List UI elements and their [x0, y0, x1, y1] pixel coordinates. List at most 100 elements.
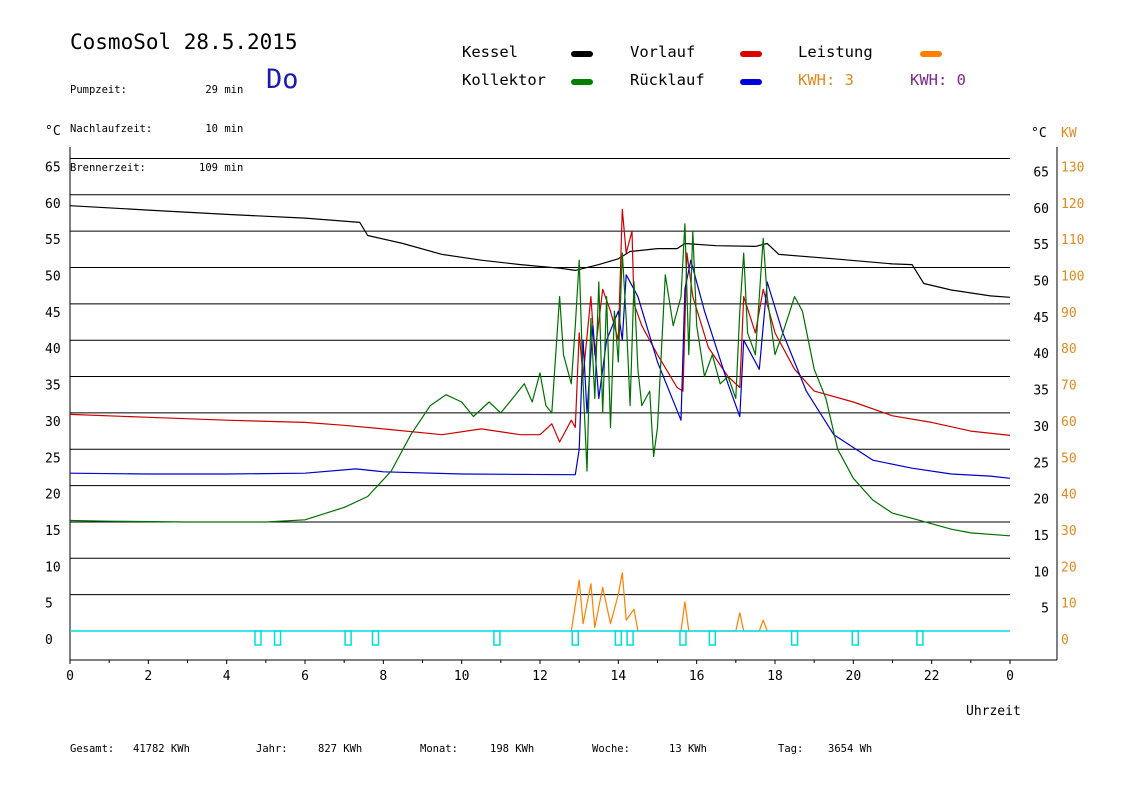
x-axis-label: Uhrzeit	[966, 704, 1021, 719]
afterrun-time-label: Nachlaufzeit:	[70, 123, 153, 135]
x-tick-label: 20	[846, 669, 862, 684]
legend-kollektor-swatch	[571, 79, 593, 85]
y-tick-label-left: 20	[45, 488, 61, 503]
y-tick-label-left: 5	[45, 597, 53, 612]
burner-marker	[273, 630, 282, 646]
pump-time-label: Pumpzeit:	[70, 84, 127, 96]
legend-leistung-swatch	[920, 51, 942, 57]
footer-year-label: Jahr:	[256, 743, 288, 755]
legend-kwh-burner: KWH: 0	[910, 71, 966, 89]
footer-week-label: Woche:	[592, 743, 630, 755]
burner-time-value: 109	[199, 162, 218, 174]
footer-week-value: 13 KWh	[669, 743, 707, 755]
y-tick-label-left: 65	[45, 160, 61, 175]
footer-day-label: Tag:	[778, 743, 804, 755]
pump-time-row: Pumpzeit: 29 min	[70, 84, 243, 97]
y-tick-label-right-power: 0	[1061, 633, 1069, 648]
afterrun-time-value: 10	[205, 123, 218, 135]
y-tick-label-left: 15	[45, 524, 61, 539]
y-tick-label-right-temp: 55	[1033, 238, 1049, 253]
legend-kwh-solar: KWH: 3	[798, 71, 854, 89]
burner-time-row: Brennerzeit: 109 min	[70, 162, 243, 175]
series-line-kollektor	[69, 223, 1011, 537]
legend-vorlauf-label: Vorlauf	[630, 43, 696, 61]
legend-leistung-label: Leistung	[798, 43, 873, 61]
y-tick-label-right-temp: 10	[1033, 565, 1049, 580]
series-line-rcklauf	[69, 259, 1011, 479]
burner-marker	[626, 630, 634, 646]
y-tick-label-right-power: 80	[1061, 342, 1077, 357]
y-tick-label-right-temp: 5	[1041, 602, 1049, 617]
y-tick-label-left: 40	[45, 342, 61, 357]
burner-marker	[371, 630, 380, 646]
pump-time-value: 29	[205, 84, 218, 96]
series-line-kessel	[69, 205, 1011, 298]
afterrun-time-unit: min	[224, 123, 244, 135]
burner-marker	[344, 630, 352, 646]
y-tick-label-right-power: 70	[1061, 379, 1077, 394]
y-tick-label-right-power: 120	[1061, 197, 1084, 212]
legend-kessel-swatch	[571, 51, 593, 57]
y-tick-label-left: 25	[45, 451, 61, 466]
afterrun-time-row: Nachlaufzeit: 10 min	[70, 123, 243, 136]
y-tick-label-right-power: 50	[1061, 451, 1077, 466]
footer-month-value: 198 KWh	[490, 743, 535, 755]
legend-ruecklauf-label: Rücklauf	[630, 71, 705, 89]
y-tick-label-right-temp: 40	[1033, 347, 1049, 362]
y-tick-label-right-power: 100	[1061, 270, 1084, 285]
footer-month-label: Monat:	[420, 743, 458, 755]
y-tick-label-left: 35	[45, 379, 61, 394]
y-tick-label-right-temp: 35	[1033, 384, 1049, 399]
runtime-info: Pumpzeit: 29 min Nachlaufzeit: 10 min Bren…	[70, 58, 243, 188]
y-tick-label-right-temp: 45	[1033, 311, 1049, 326]
y-tick-label-right-power: 40	[1061, 488, 1077, 503]
y-tick-label-right-temp: 20	[1033, 493, 1049, 508]
y-axis-unit-left: °C	[45, 124, 61, 139]
burner-marker	[571, 630, 579, 646]
y-tick-label-right-power: 130	[1061, 160, 1084, 175]
x-tick-label: 4	[223, 669, 231, 684]
x-tick-label: 18	[767, 669, 783, 684]
x-tick-label: 6	[301, 669, 309, 684]
y-tick-label-right-power: 10	[1061, 597, 1077, 612]
x-tick-label: 2	[144, 669, 152, 684]
y-tick-label-left: 0	[45, 633, 53, 648]
burner-marker	[614, 630, 623, 646]
y-tick-label-right-power: 90	[1061, 306, 1077, 321]
y-tick-label-right-temp: 25	[1033, 456, 1049, 471]
x-tick-label: 16	[689, 669, 705, 684]
burner-time-label: Brennerzeit:	[70, 162, 146, 174]
x-tick-label: 10	[454, 669, 470, 684]
y-tick-label-right-temp: 15	[1033, 529, 1049, 544]
series-line-vorlauf	[69, 208, 1011, 443]
x-tick-label: 14	[611, 669, 627, 684]
burner-marker	[916, 630, 924, 646]
y-tick-label-right-power: 20	[1061, 560, 1077, 575]
burner-marker	[790, 630, 799, 646]
x-tick-label: 8	[379, 669, 387, 684]
footer-total-value: 41782 KWh	[133, 743, 190, 755]
legend-kollektor-label: Kollektor	[462, 71, 546, 89]
burner-marker	[708, 630, 717, 646]
legend-vorlauf-swatch	[740, 51, 762, 57]
y-tick-label-right-power: 60	[1061, 415, 1077, 430]
footer-year-value: 827 KWh	[318, 743, 363, 755]
y-tick-label-left: 30	[45, 415, 61, 430]
x-tick-label: 0	[1006, 669, 1014, 684]
y-tick-label-right-temp: 30	[1033, 420, 1049, 435]
burner-marker	[679, 630, 687, 646]
y-tick-label-left: 55	[45, 233, 61, 248]
legend-kessel-label: Kessel	[462, 43, 518, 61]
y-tick-label-left: 50	[45, 270, 61, 285]
x-tick-label: 0	[66, 669, 74, 684]
y-tick-label-right-temp: 65	[1033, 165, 1049, 180]
y-axis-unit-right-temp: °C	[1031, 126, 1047, 141]
footer-total-label: Gesamt:	[70, 743, 115, 755]
burner-marker	[254, 630, 262, 646]
y-tick-label-left: 60	[45, 197, 61, 212]
y-tick-label-right-power: 110	[1061, 233, 1084, 248]
page-title: CosmoSol 28.5.2015	[70, 30, 298, 54]
legend-ruecklauf-swatch	[740, 79, 762, 85]
y-tick-label-left: 10	[45, 560, 61, 575]
